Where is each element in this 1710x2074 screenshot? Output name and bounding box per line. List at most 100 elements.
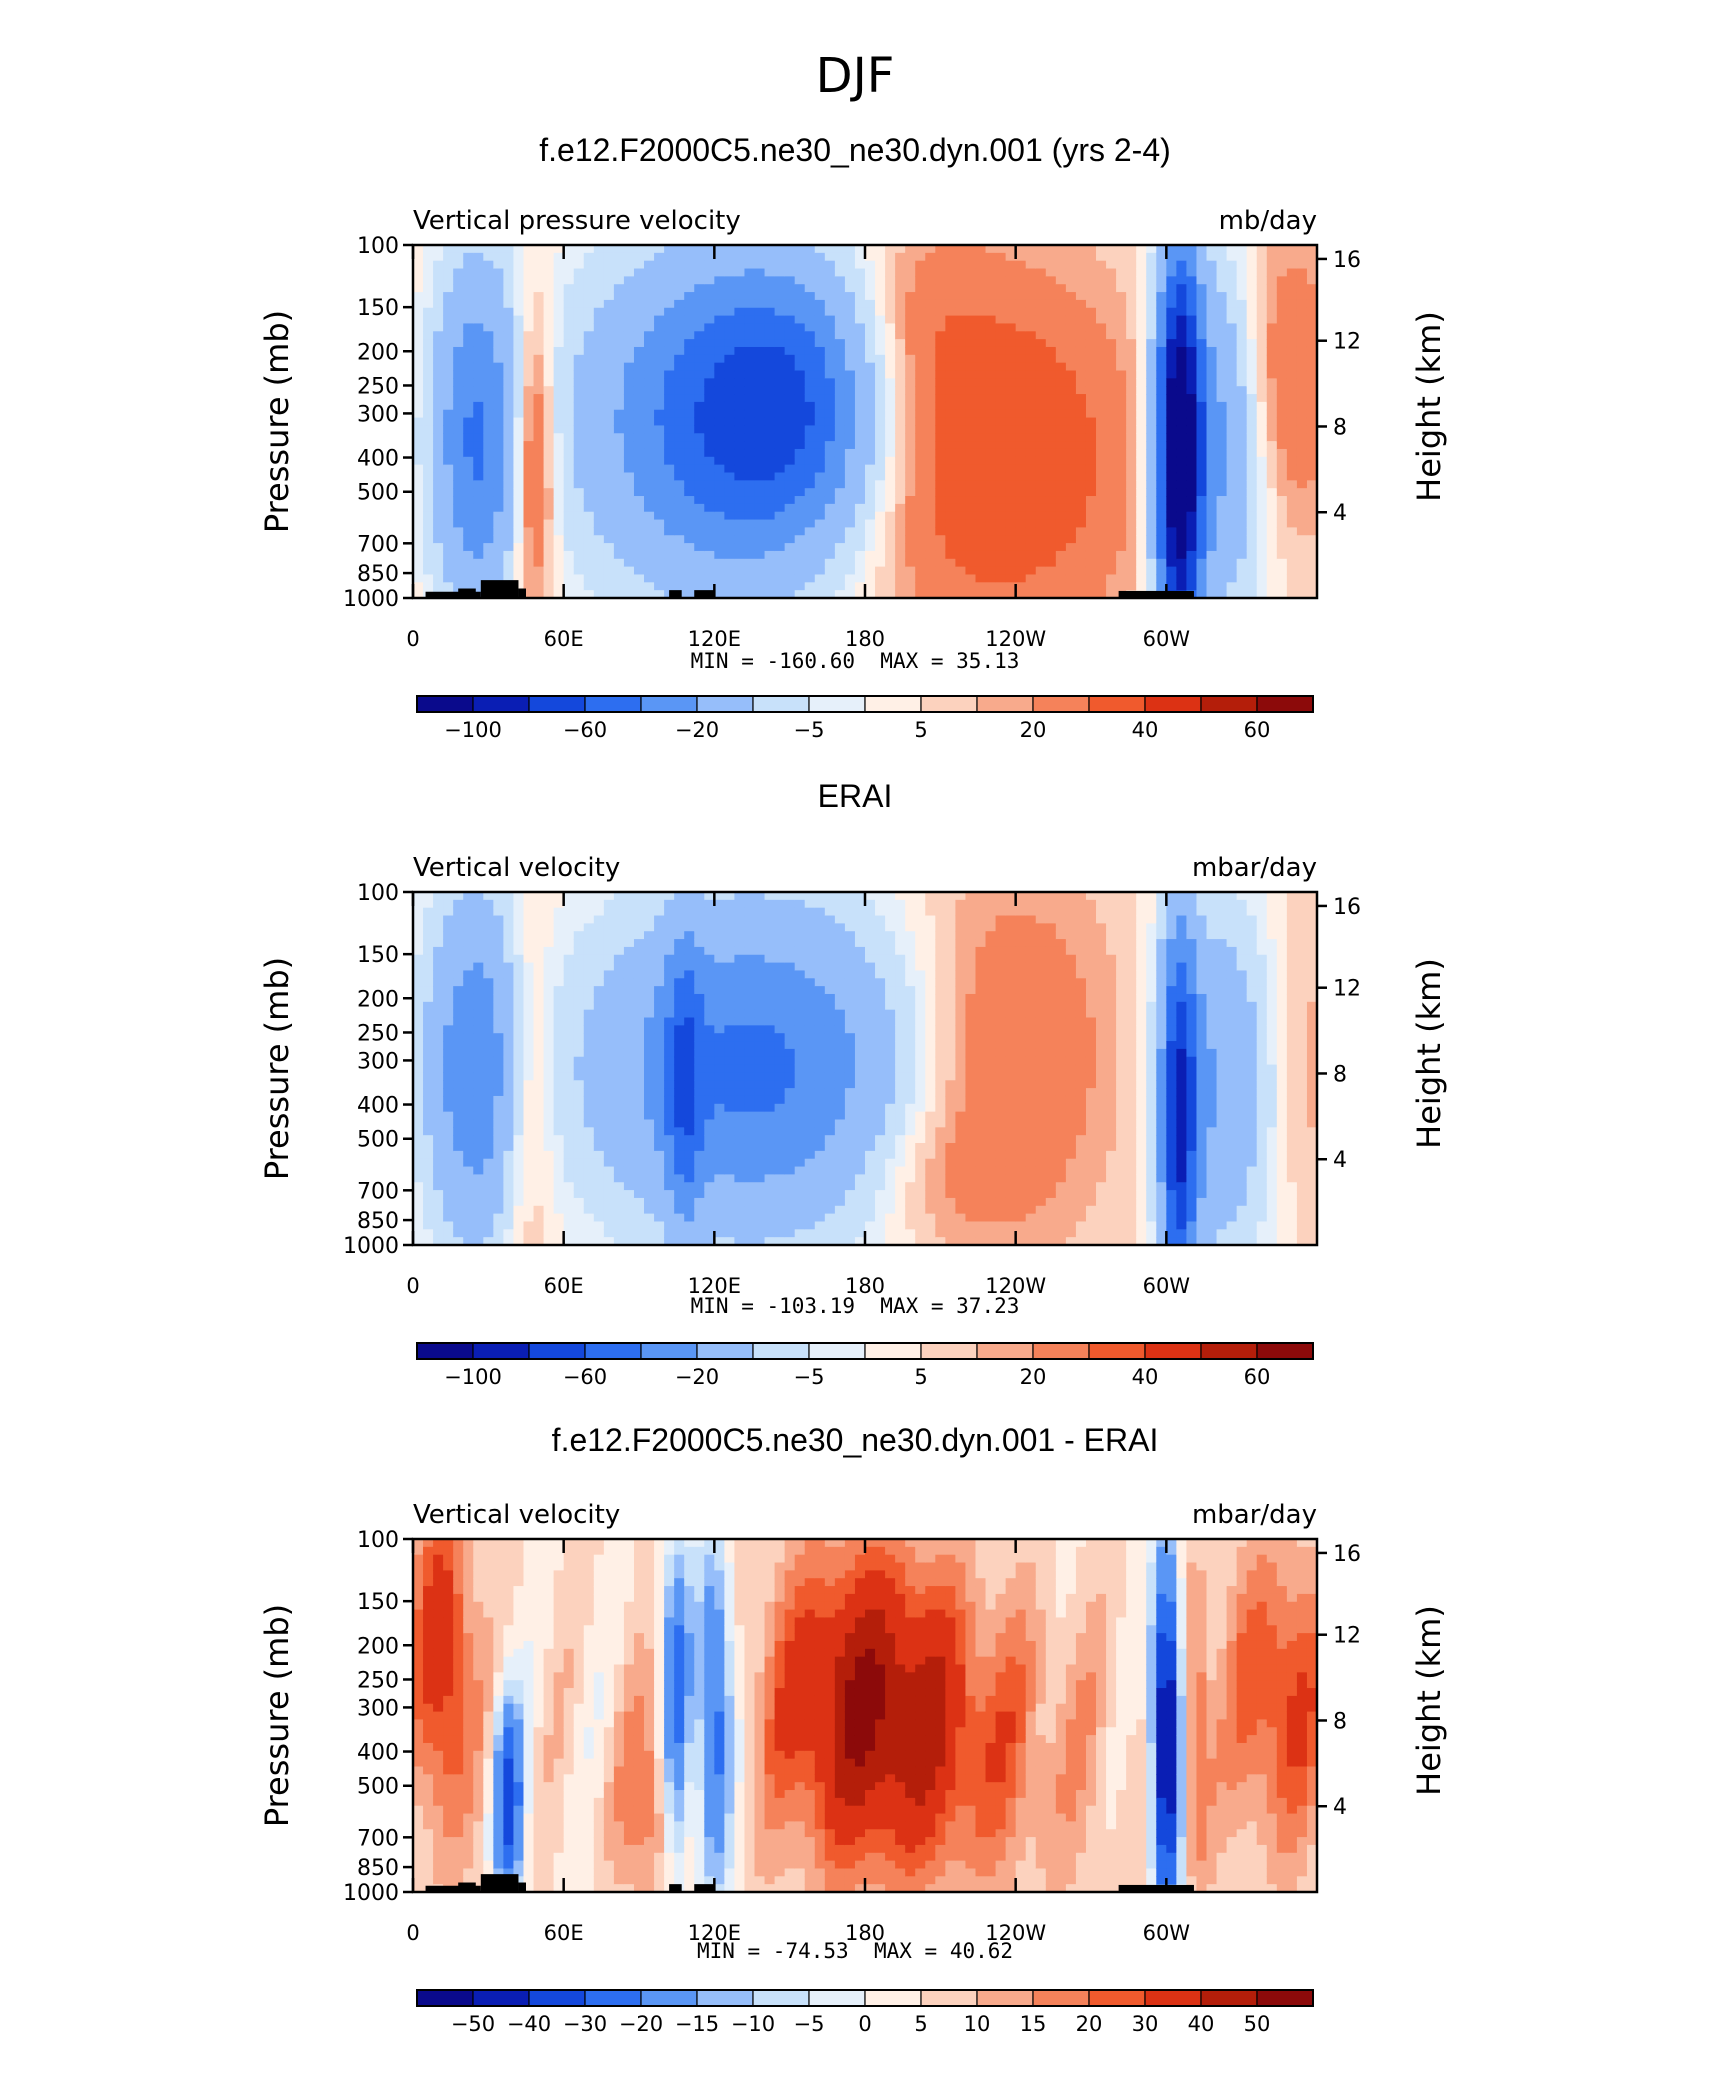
heatmap-cell <box>473 441 484 450</box>
heatmap-cell <box>433 1103 444 1113</box>
heatmap-cell <box>654 292 665 301</box>
heatmap-cell <box>473 1190 484 1199</box>
heatmap-cell <box>543 535 555 544</box>
heatmap-cell <box>1126 543 1137 552</box>
topography-block <box>480 580 519 598</box>
heatmap-cell <box>523 370 535 379</box>
heatmap-cell <box>593 1033 605 1042</box>
heatmap-cell <box>433 1190 444 1199</box>
heatmap-cell <box>744 260 756 270</box>
heatmap-cell <box>503 1182 515 1191</box>
heatmap-cell <box>834 456 846 466</box>
heatmap-cell <box>975 394 987 403</box>
heatmap-cell <box>513 386 525 395</box>
heatmap-cell <box>593 1009 605 1019</box>
heatmap-cell <box>603 456 615 466</box>
heatmap-cell <box>1005 386 1017 395</box>
heatmap-cell <box>573 472 585 481</box>
heatmap-cell <box>473 527 484 536</box>
heatmap-cell <box>1286 284 1298 293</box>
heatmap-cell <box>1266 417 1278 427</box>
heatmap-cell <box>573 535 585 544</box>
heatmap-cell <box>1005 378 1017 387</box>
heatmap-cell <box>925 582 936 591</box>
heatmap-cell <box>814 503 826 513</box>
heatmap-cell <box>463 1174 474 1183</box>
heatmap-cell <box>533 464 545 474</box>
heatmap-cell <box>1236 543 1248 552</box>
heatmap-cell <box>885 472 896 481</box>
heatmap-cell <box>824 378 836 387</box>
heatmap-cell <box>945 574 956 583</box>
heatmap-cell <box>503 954 515 964</box>
heatmap-cell <box>1075 292 1087 301</box>
heatmap-cell <box>433 1174 444 1183</box>
heatmap-cell <box>724 386 736 395</box>
heatmap-cell <box>844 582 856 591</box>
heatmap-cell <box>453 1080 464 1089</box>
heatmap-cell <box>935 511 946 521</box>
heatmap-cell <box>1025 543 1037 552</box>
heatmap-cell <box>844 409 856 419</box>
heatmap-cell <box>784 339 796 348</box>
heatmap-cell <box>423 472 434 481</box>
heatmap-cell <box>734 519 746 528</box>
heatmap-cell <box>814 417 826 427</box>
heatmap-cell <box>623 566 635 576</box>
heatmap-cell <box>714 245 725 254</box>
heatmap-cell <box>553 448 565 458</box>
heatmap-cell <box>875 480 886 489</box>
heatmap-cell <box>1266 284 1278 293</box>
heatmap-cell <box>824 386 836 395</box>
heatmap-cell <box>513 362 525 372</box>
heatmap-cell <box>1025 480 1037 489</box>
heatmap-cell <box>503 1119 515 1128</box>
heatmap-cell <box>834 260 846 270</box>
heatmap-cell <box>1055 394 1067 403</box>
heatmap-cell <box>613 590 625 599</box>
heatmap-cell <box>573 970 585 979</box>
heatmap-cell <box>1136 441 1147 450</box>
heatmap-cell <box>1196 315 1208 325</box>
heatmap-cell <box>955 448 967 458</box>
heatmap-cell <box>724 519 736 528</box>
heatmap-cell <box>503 993 515 1003</box>
heatmap-cell <box>563 1001 575 1011</box>
heatmap-cell <box>764 456 776 466</box>
heatmap-cell <box>784 299 796 309</box>
heatmap-cell <box>473 1150 484 1160</box>
heatmap-cell <box>654 417 665 427</box>
heatmap-cell <box>744 433 756 442</box>
heatmap-cell <box>413 535 424 544</box>
heatmap-cell <box>1126 292 1137 301</box>
colorbar-swatch <box>1256 695 1314 713</box>
heatmap-cell <box>764 417 776 427</box>
heatmap-cell <box>1186 496 1198 505</box>
x-tick-label: 120E <box>688 627 741 651</box>
y-right-tick-label: 16 <box>1333 248 1361 273</box>
heatmap-cell <box>553 986 565 995</box>
heatmap-cell <box>935 590 946 599</box>
heatmap-cell <box>543 939 555 948</box>
heatmap-cell <box>724 425 736 434</box>
heatmap-cell <box>553 433 565 442</box>
heatmap-cell <box>563 1048 575 1058</box>
heatmap-cell <box>1176 370 1188 379</box>
heatmap-cell <box>654 535 665 544</box>
heatmap-cell <box>503 558 515 568</box>
heatmap-cell <box>1075 472 1087 481</box>
heatmap-cell <box>1156 503 1167 513</box>
heatmap-cell <box>1206 386 1218 395</box>
heatmap-cell <box>905 543 916 552</box>
heatmap-cell <box>523 417 535 427</box>
heatmap-cell <box>463 1064 474 1074</box>
heatmap-cell <box>804 574 816 583</box>
heatmap-cell <box>533 566 545 576</box>
heatmap-cell <box>764 362 776 372</box>
heatmap-cell <box>633 441 645 450</box>
heatmap-cell <box>804 260 816 270</box>
heatmap-cell <box>543 448 555 458</box>
heatmap-cell <box>1306 299 1318 309</box>
heatmap-cell <box>774 394 786 403</box>
heatmap-cell <box>995 245 1007 254</box>
